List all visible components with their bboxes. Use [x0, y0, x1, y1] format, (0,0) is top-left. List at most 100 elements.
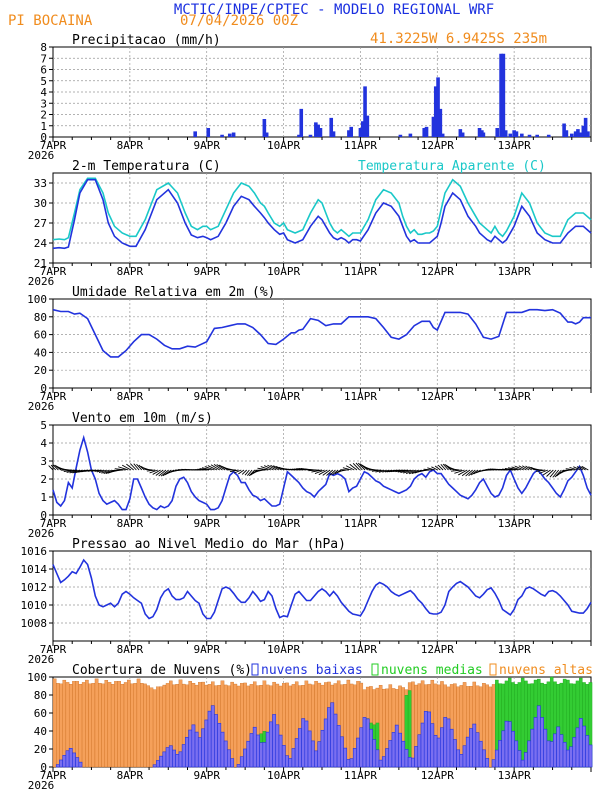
- cloud-low-bar: [191, 724, 196, 768]
- precip-bar: [512, 130, 516, 137]
- precip-bar: [458, 129, 463, 137]
- wind-vector: [270, 464, 280, 471]
- wind-vector: [442, 463, 449, 471]
- panel-title: Pressao ao Nivel Medio do Mar (hPa): [72, 537, 346, 552]
- y-tick-label: 60: [34, 707, 47, 720]
- location-label: PI BOCAINA: [8, 13, 93, 29]
- wind-vector: [573, 466, 581, 471]
- cloud-low-bar: [369, 728, 373, 768]
- wind-vector: [431, 466, 438, 471]
- y-tick-label: 0: [40, 761, 47, 774]
- wind-vector: [238, 469, 245, 475]
- y-tick-label: 21: [34, 257, 47, 270]
- y-tick-label: 4: [40, 437, 47, 450]
- cloud-low-bar: [485, 758, 490, 768]
- precip-bar: [514, 131, 519, 137]
- y-tick-label: 27: [34, 217, 47, 230]
- cloud-low-bar: [562, 742, 567, 768]
- wind-vector: [349, 463, 358, 471]
- wind-vector: [257, 467, 269, 471]
- wind-vector: [322, 469, 331, 476]
- wind-vector: [450, 469, 462, 472]
- cloud-low-bar: [520, 759, 525, 768]
- cloud-low-bar: [159, 755, 164, 768]
- wind-vector: [162, 469, 172, 477]
- wind-vector: [152, 469, 161, 475]
- wind-vector: [229, 469, 239, 473]
- legend-low-clouds-box: [251, 663, 259, 676]
- wind-vector: [468, 469, 476, 477]
- x-tick-label: 7APR: [40, 265, 67, 278]
- cloud-low-bar: [478, 740, 483, 768]
- x-tick-label: 11APR: [344, 265, 377, 278]
- wind-vector: [204, 466, 215, 471]
- cloud-high-bar: [159, 686, 163, 768]
- cloud-low-bar: [517, 750, 522, 768]
- precip-bar: [436, 77, 440, 137]
- cloud-low-bar: [62, 755, 67, 768]
- cloud-low-bar: [72, 752, 76, 768]
- y-tick-label: 1: [40, 120, 47, 133]
- precip-bar: [477, 128, 482, 137]
- cloud-low-bar: [588, 744, 593, 768]
- wind-vector: [69, 469, 81, 474]
- cloud-low-bar: [404, 749, 409, 768]
- wind-vector: [63, 469, 75, 472]
- wind-vector: [400, 469, 411, 473]
- cloud-low-bar: [214, 714, 218, 768]
- series-line: [52, 308, 591, 358]
- panel-title: Vento em 10m (m/s): [72, 411, 213, 426]
- cloud-high-bar: [81, 682, 86, 768]
- cloud-low-bar: [249, 733, 254, 768]
- cloud-panel: 0 20 40 60 80 100 7APR 8APR 9APR 10APR 11APR 12APR 1…: [27, 663, 593, 792]
- wind-vector: [504, 468, 516, 471]
- series-line: [52, 558, 592, 620]
- cloud-low-bar: [327, 707, 331, 768]
- x-tick-label: 11APR: [344, 517, 377, 530]
- cloud-mid-bar: [520, 677, 525, 768]
- precip-bar: [433, 86, 438, 137]
- precip-bar: [316, 124, 320, 137]
- precip-bar: [520, 133, 524, 137]
- cloud-low-bar: [185, 736, 189, 768]
- x-tick-label: 13APR: [498, 139, 531, 152]
- temperature-line: [52, 178, 592, 250]
- x-tick-label: 13APR: [498, 643, 531, 656]
- wind-vector: [146, 469, 156, 472]
- cloud-low-bar: [165, 747, 170, 768]
- wind-vector: [405, 469, 417, 474]
- cloud-high-bar: [94, 678, 99, 768]
- cloud-low-bar: [204, 719, 209, 768]
- legend-high-clouds-box: [489, 663, 497, 676]
- wind-vector: [420, 469, 430, 472]
- cloud-high-bar: [62, 679, 67, 768]
- x-tick-label: 12APR: [421, 139, 454, 152]
- cloud-low-bar: [188, 729, 193, 768]
- cloud-low-bar: [553, 733, 557, 768]
- cloud-low-bar: [394, 724, 399, 768]
- cloud-low-bar: [459, 754, 464, 768]
- y-tick-label: 2: [40, 109, 47, 122]
- precip-bar: [318, 128, 323, 137]
- wind-vector: [440, 464, 447, 471]
- cloud-high-bar: [98, 683, 102, 768]
- cloud-low-bar: [501, 730, 506, 768]
- x-tick-label: 13APR: [498, 517, 531, 530]
- y-tick-label: 80: [34, 689, 47, 702]
- y-tick-label: 2: [40, 473, 47, 486]
- wind-vector: [273, 465, 282, 471]
- cloud-low-bar: [210, 705, 215, 768]
- x-tick-label: 7APR: [40, 769, 67, 782]
- cloud-low-bar: [55, 764, 60, 768]
- precip-bar: [438, 108, 443, 137]
- precip-bar: [501, 53, 506, 137]
- cloud-high-bar: [288, 685, 293, 768]
- wind-vector: [133, 463, 140, 471]
- y-tick-label: 1010: [21, 599, 48, 612]
- y-tick-label: 0: [40, 509, 47, 522]
- cloud-low-bar: [217, 723, 222, 768]
- cloud-low-bar: [575, 727, 580, 768]
- x-tick-label: 12APR: [421, 390, 454, 403]
- precip-bar: [231, 132, 236, 137]
- wind-vector: [554, 469, 562, 478]
